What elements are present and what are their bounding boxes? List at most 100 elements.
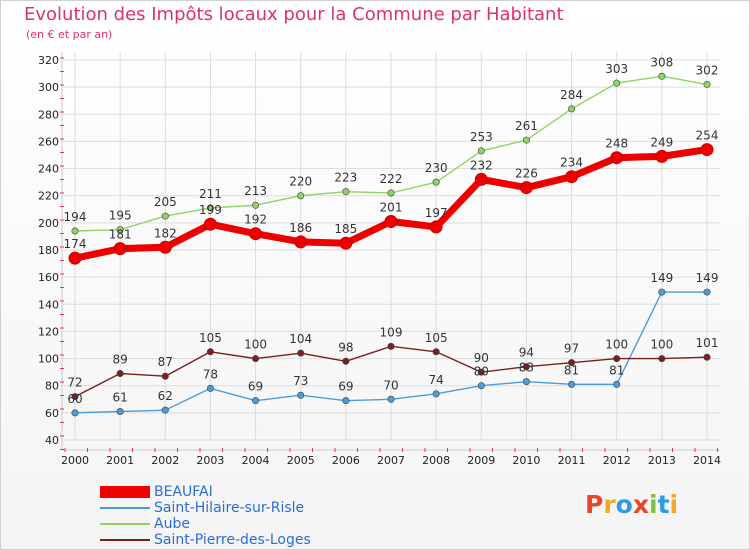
logo-letter: i [669, 490, 679, 519]
data-label: 89 [113, 353, 128, 367]
data-label: 100 [244, 338, 267, 352]
data-point [161, 406, 169, 414]
chart-subtitle: (en € et par an) [26, 28, 113, 41]
data-labels: 60 61 62 78 69 73 69 70 74 80 83 81 81 149 149 194 195 20… [64, 55, 719, 406]
series-layer [68, 72, 714, 417]
y-tick-label: 300 [38, 81, 59, 94]
x-tick-label: 2013 [648, 454, 676, 467]
data-label: 83 [519, 361, 534, 375]
y-tick-label: 320 [38, 54, 59, 67]
data-point [294, 235, 308, 249]
logo-letter: t [657, 490, 670, 519]
data-point [610, 151, 624, 165]
x-tick-label: 2004 [242, 454, 270, 467]
data-point [297, 391, 305, 399]
y-tick-label: 240 [38, 163, 59, 176]
data-label: 194 [64, 210, 87, 224]
y-tick-label: 280 [38, 108, 59, 121]
logo-letter: o [615, 490, 633, 519]
data-label: 174 [64, 237, 87, 251]
y-tick-label: 220 [38, 190, 59, 203]
data-label: 105 [425, 331, 448, 345]
data-label: 199 [199, 203, 222, 217]
data-point [249, 227, 263, 241]
data-point [565, 170, 579, 184]
data-point [339, 236, 353, 250]
x-tick-label: 2010 [512, 454, 540, 467]
data-point [703, 288, 711, 296]
data-label: 100 [605, 338, 628, 352]
y-tick-label: 260 [38, 135, 59, 148]
data-label: 213 [244, 184, 267, 198]
y-tick-label: 120 [38, 325, 59, 338]
data-point [477, 368, 485, 376]
legend-swatch [100, 539, 150, 541]
data-point [658, 72, 666, 80]
data-label: 87 [158, 355, 173, 369]
proxiti-logo: Proxiti [585, 490, 678, 519]
data-label: 192 [244, 213, 267, 227]
legend-label: BEAUFAI [154, 484, 213, 500]
legend-swatch [100, 507, 150, 509]
y-tick-label: 60 [45, 407, 59, 420]
data-point [658, 288, 666, 296]
data-label: 104 [289, 332, 312, 346]
data-label: 261 [515, 119, 538, 133]
data-point [432, 178, 440, 186]
x-tick-label: 2006 [332, 454, 360, 467]
data-label: 80 [474, 365, 489, 379]
data-point [522, 378, 530, 386]
legend-label: Aube [154, 516, 190, 532]
logo-letter: i [649, 490, 658, 519]
x-tick-label: 2011 [558, 454, 586, 467]
data-label: 81 [609, 363, 624, 377]
data-point [522, 363, 530, 371]
data-label: 72 [67, 376, 82, 390]
data-point [252, 397, 260, 405]
data-point [252, 355, 260, 363]
y-tick-label: 200 [38, 217, 59, 230]
data-label: 73 [293, 374, 308, 388]
data-point [71, 409, 79, 417]
x-tick-label: 2007 [377, 454, 405, 467]
data-point [387, 342, 395, 350]
data-point [613, 355, 621, 363]
legend-label: Saint-Hilaire-sur-Risle [154, 500, 305, 516]
data-label: 254 [696, 129, 719, 143]
data-label: 222 [380, 172, 403, 186]
data-label: 220 [289, 175, 312, 189]
data-label: 70 [383, 378, 398, 392]
data-point [613, 79, 621, 87]
y-tick-label: 80 [45, 380, 59, 393]
data-label: 234 [560, 156, 583, 170]
legend-item-saint-hilaire: Saint-Hilaire-sur-Risle [100, 500, 400, 516]
data-point [116, 407, 124, 415]
data-label: 308 [650, 55, 673, 69]
data-label: 185 [334, 222, 357, 236]
data-point [252, 201, 260, 209]
x-tick-label: 2000 [61, 454, 89, 467]
legend-item-aube: Aube [100, 516, 400, 532]
data-label: 109 [380, 325, 403, 339]
data-point [613, 380, 621, 388]
data-point [113, 242, 127, 256]
data-point [658, 355, 666, 363]
logo-letter: P [585, 490, 604, 519]
x-tick-label: 2001 [106, 454, 134, 467]
data-label: 253 [470, 130, 493, 144]
data-label: 74 [429, 373, 444, 387]
data-label: 303 [605, 62, 628, 76]
data-point [158, 240, 172, 254]
data-point [342, 188, 350, 196]
data-label: 223 [334, 171, 357, 185]
data-point [206, 348, 214, 356]
y-tick-label: 180 [38, 244, 59, 257]
data-label: 302 [696, 63, 719, 77]
data-label: 69 [248, 380, 263, 394]
x-tick-label: 2012 [603, 454, 631, 467]
data-point [477, 147, 485, 155]
data-label: 284 [560, 88, 583, 102]
data-point [206, 204, 214, 212]
legend: BEAUFAI Saint-Hilaire-sur-Risle Aube Sai… [100, 484, 400, 548]
data-point [116, 369, 124, 377]
